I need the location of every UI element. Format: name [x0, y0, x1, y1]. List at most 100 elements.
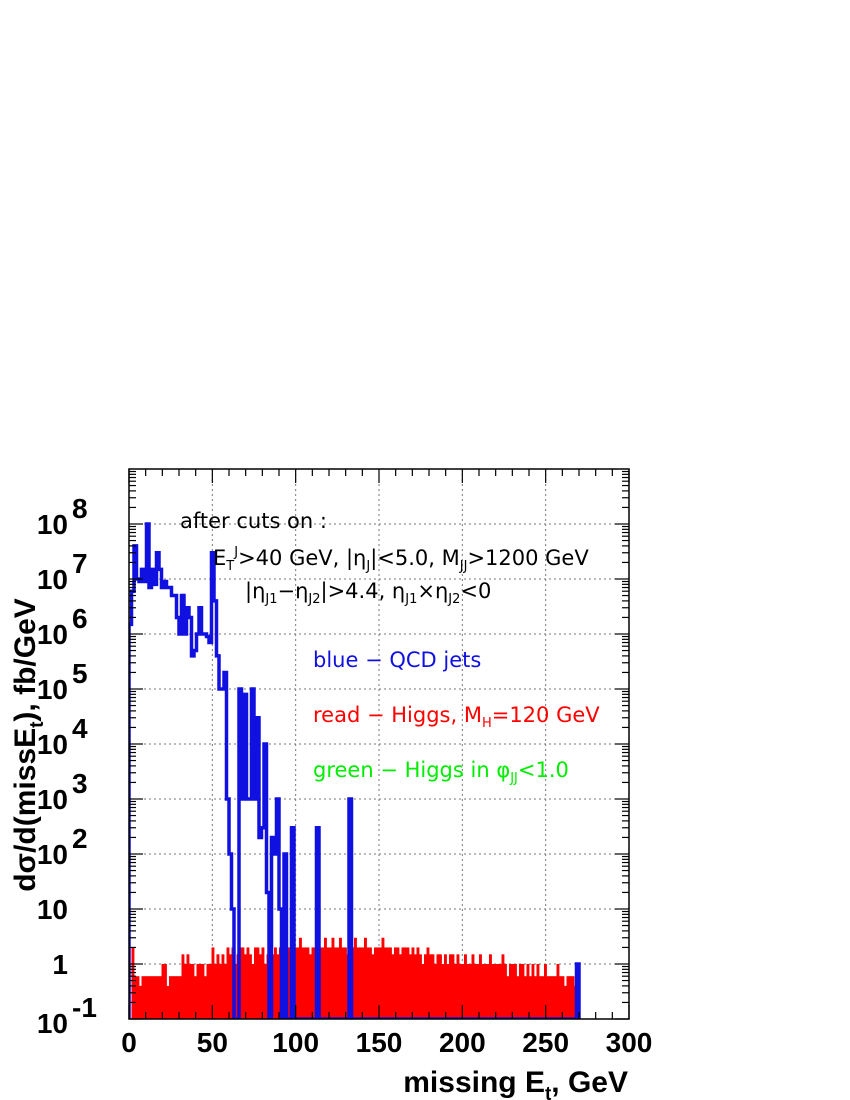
histogram-bin: [334, 947, 337, 1019]
histogram-bin: [139, 985, 142, 1019]
histogram-bin: [169, 976, 172, 1019]
histogram-bin: [531, 964, 535, 1019]
histogram-bin: [264, 964, 267, 1019]
histogram-bin: [171, 976, 175, 1019]
histogram-bin: [164, 964, 167, 1019]
histogram-bin: [309, 954, 312, 1019]
histogram-bin: [199, 964, 202, 1019]
histogram-bin: [571, 976, 575, 1019]
histogram-bin: [539, 976, 542, 1019]
histogram-bin: [326, 947, 330, 1019]
histogram-bin: [476, 964, 480, 1019]
histogram-bin: [456, 954, 460, 1019]
histogram-bin: [241, 947, 245, 1019]
annotation-cut-eta: |ηJ1−ηJ2|>4.4, ηJ1×ηJ2<0: [245, 579, 491, 607]
y-tick-label-base: 10: [37, 894, 68, 925]
histogram-bin: [161, 964, 165, 1019]
histogram-bin: [399, 954, 402, 1019]
histogram-bin: [486, 964, 490, 1019]
histogram-bin: [489, 954, 492, 1019]
histogram-bin: [546, 976, 550, 1019]
histogram-bin: [224, 964, 227, 1019]
y-tick-label-base: 10: [37, 619, 68, 650]
histogram-bin: [321, 947, 325, 1019]
histogram-bin: [371, 954, 375, 1019]
y-tick-label-base: 10: [37, 1008, 68, 1039]
histogram-bin: [491, 964, 495, 1019]
y-tick-label-base: 10: [37, 674, 68, 705]
histogram-bin: [454, 964, 457, 1019]
histogram-bin: [496, 964, 500, 1019]
y-tick-label-exp: 4: [72, 713, 88, 744]
histogram-bin: [449, 954, 452, 1019]
legend-higgs-phi: green − Higgs in φJJ<1.0: [313, 758, 569, 786]
histogram-bin: [544, 964, 547, 1019]
histogram-bin: [301, 947, 305, 1019]
histogram-bin: [471, 954, 475, 1019]
legend-qcd-jets: blue − QCD jets: [313, 648, 481, 672]
histogram-bin: [209, 964, 212, 1019]
histogram-bin: [341, 947, 345, 1019]
histogram-bin: [151, 976, 155, 1019]
histogram-bin: [409, 954, 412, 1019]
histogram-bin: [466, 964, 470, 1019]
x-tick-label: 100: [272, 1027, 319, 1058]
histogram-bin: [244, 954, 247, 1019]
histogram-bin: [436, 954, 440, 1019]
histogram-bin: [404, 947, 407, 1019]
histogram-bin: [274, 947, 277, 1019]
histogram-bin: [379, 947, 382, 1019]
annotation-cut-et: ETJ>40 GeV, |ηJ|<5.0, MJJ>1200 GeV: [213, 545, 589, 574]
y-tick-label-base: 10: [37, 509, 68, 540]
y-tick-label-exp: 6: [72, 603, 88, 634]
histogram-bin: [464, 954, 467, 1019]
histogram-bin: [394, 947, 397, 1019]
histogram-bin: [154, 976, 157, 1019]
histogram-bin: [276, 954, 280, 1019]
histogram-bin: [446, 964, 450, 1019]
histogram-bin: [524, 976, 527, 1019]
histogram-bin: [179, 976, 182, 1019]
histogram-bin: [431, 954, 435, 1019]
y-tick-label-exp: 7: [72, 548, 88, 579]
histogram-bin: [396, 947, 400, 1019]
histogram-bin: [381, 937, 385, 1019]
annotations: after cuts on : ETJ>40 GeV, |ηJ|<5.0, MJ…: [180, 509, 600, 786]
histogram-bin: [249, 954, 252, 1019]
histogram-bin: [356, 947, 360, 1019]
histogram-bin: [401, 947, 405, 1019]
histogram-bin: [191, 964, 195, 1019]
histogram-bin: [511, 964, 515, 1019]
histogram-bin: [374, 947, 377, 1019]
histogram-bin: [501, 954, 505, 1019]
histogram-bin: [366, 947, 370, 1019]
histogram-bin: [196, 964, 200, 1019]
histogram-bin: [551, 976, 555, 1019]
y-axis-title: dσ/d(missEt), fb/GeV: [9, 598, 48, 892]
histogram-bin: [509, 964, 512, 1019]
histogram-bin: [414, 954, 417, 1019]
histogram-bin: [251, 964, 255, 1019]
histogram-bin: [136, 976, 140, 1019]
x-tick-label: 300: [606, 1027, 653, 1058]
histogram-bin: [386, 947, 390, 1019]
histogram-bin: [441, 964, 445, 1019]
histogram-bin: [429, 954, 432, 1019]
x-tick-label: 200: [439, 1027, 486, 1058]
histogram-bin: [186, 954, 190, 1019]
y-tick-label-base: 10: [37, 729, 68, 760]
histogram-bin: [304, 947, 307, 1019]
histogram-bin: [506, 976, 510, 1019]
histogram-bin: [391, 954, 395, 1019]
histogram-bin: [564, 985, 567, 1019]
histogram-bin: [416, 947, 420, 1019]
histogram-bin: [439, 954, 442, 1019]
histogram-bin: [559, 976, 562, 1019]
histogram-bin: [306, 947, 310, 1019]
x-tick-label: 250: [522, 1027, 569, 1058]
histogram-bin: [259, 954, 262, 1019]
histogram-bin: [336, 947, 340, 1019]
x-axis-title: missing Et, GeV: [403, 1066, 628, 1100]
